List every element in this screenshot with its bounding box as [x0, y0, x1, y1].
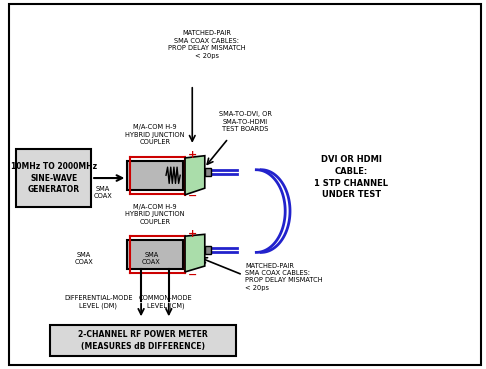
Text: COMMON-MODE
LEVEL (CM): COMMON-MODE LEVEL (CM)	[139, 295, 192, 309]
Text: M/A-COM H-9
HYBRID JUNCTION
COUPLER: M/A-COM H-9 HYBRID JUNCTION COUPLER	[125, 204, 185, 224]
Bar	[50, 325, 236, 356]
Polygon shape	[185, 156, 205, 195]
Text: DIFFERENTIAL-MODE
LEVEL (DM): DIFFERENTIAL-MODE LEVEL (DM)	[64, 295, 133, 309]
Text: SMA
COAX: SMA COAX	[94, 186, 113, 199]
Text: 2-CHANNEL RF POWER METER
(MEASURES dB DIFFERENCE): 2-CHANNEL RF POWER METER (MEASURES dB DI…	[78, 330, 208, 351]
Text: M/A-COM H-9
HYBRID JUNCTION
COUPLER: M/A-COM H-9 HYBRID JUNCTION COUPLER	[125, 124, 185, 145]
Bar	[205, 246, 210, 254]
Bar	[205, 168, 210, 176]
Bar	[127, 240, 183, 269]
Text: −: −	[188, 190, 197, 201]
Polygon shape	[185, 234, 205, 272]
Bar	[127, 161, 183, 190]
Text: SMA
COAX: SMA COAX	[74, 252, 93, 265]
Text: +: +	[188, 229, 197, 239]
Text: DVI OR HDMI
CABLE:
1 STP CHANNEL
UNDER TEST: DVI OR HDMI CABLE: 1 STP CHANNEL UNDER T…	[314, 155, 388, 199]
Text: 10MHz TO 2000MHz
SINE-WAVE
GENERATOR: 10MHz TO 2000MHz SINE-WAVE GENERATOR	[11, 162, 97, 194]
Text: SMA
COAX: SMA COAX	[142, 252, 161, 265]
Text: MATCHED-PAIR
SMA COAX CABLES:
PROP DELAY MISMATCH
< 20ps: MATCHED-PAIR SMA COAX CABLES: PROP DELAY…	[168, 30, 245, 59]
Text: −: −	[188, 270, 197, 280]
Text: +: +	[188, 150, 197, 160]
Text: SMA-TO-DVI, OR
SMA-TO-HDMI
TEST BOARDS: SMA-TO-DVI, OR SMA-TO-HDMI TEST BOARDS	[219, 111, 272, 132]
Bar	[17, 149, 91, 207]
Text: MATCHED-PAIR
SMA COAX CABLES:
PROP DELAY MISMATCH
< 20ps: MATCHED-PAIR SMA COAX CABLES: PROP DELAY…	[245, 262, 323, 291]
